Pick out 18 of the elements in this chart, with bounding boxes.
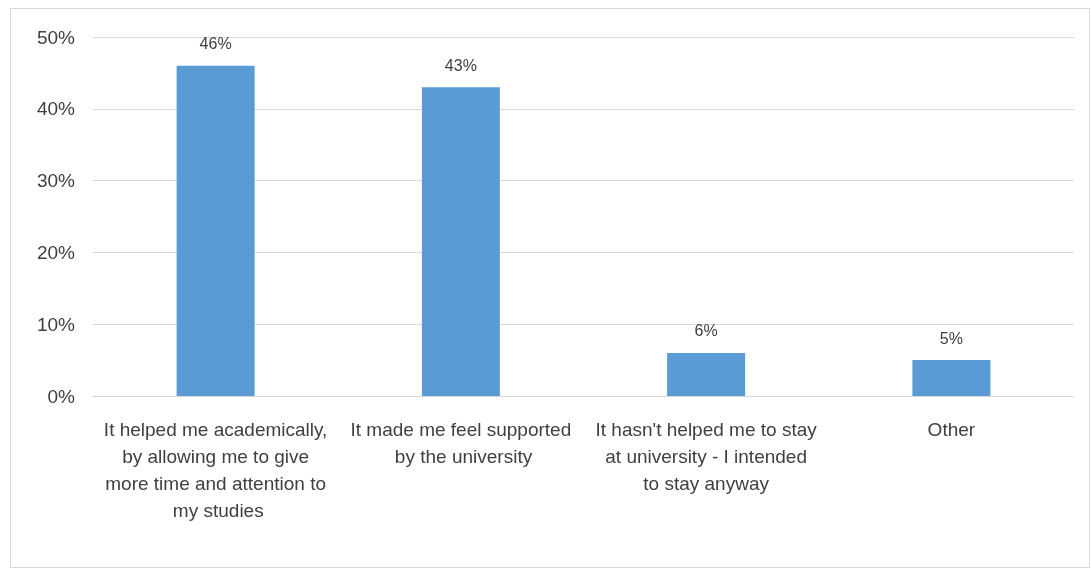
y-tick-label: 30%	[36, 170, 76, 192]
y-tick-label: 10%	[36, 313, 76, 335]
bar	[912, 360, 991, 396]
x-tick-label: Other	[927, 419, 976, 440]
x-tick-label: It hasn't helped me to stay at university - I intended to stay anyway	[595, 419, 818, 494]
y-tick-label: 0%	[47, 385, 76, 407]
y-tick-label: 40%	[36, 98, 76, 120]
data-label: 6%	[694, 322, 718, 340]
x-tick-label: It made me feel supported by the university	[350, 419, 572, 467]
bar	[176, 65, 255, 396]
x-tick-label: It helped me academically, by allowing me to give more time and attention to my studies	[103, 419, 328, 521]
data-label: 46%	[199, 35, 232, 53]
y-tick-label: 50%	[36, 26, 76, 48]
bar	[421, 87, 500, 396]
y-tick-label: 20%	[36, 241, 76, 263]
data-label: 43%	[444, 56, 477, 74]
bar	[667, 352, 746, 396]
data-label: 5%	[939, 329, 963, 347]
